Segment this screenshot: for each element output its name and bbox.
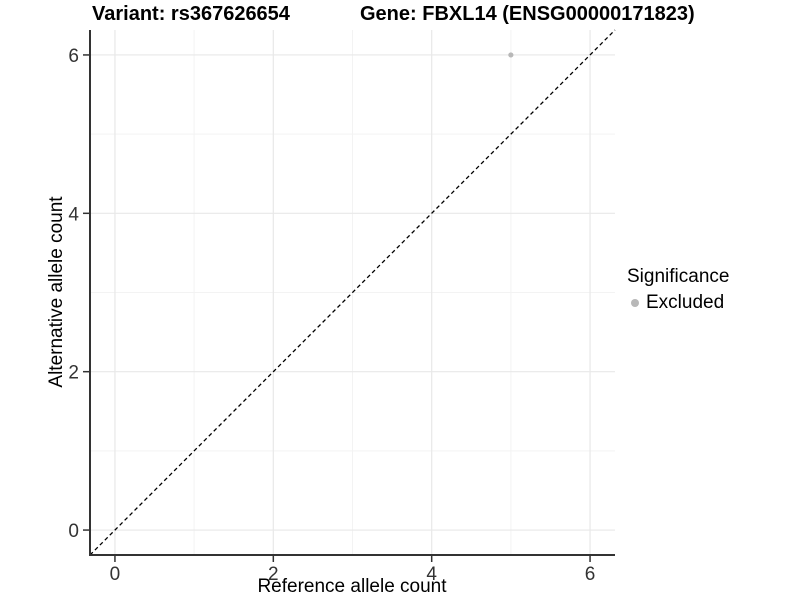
y-axis-title: Alternative allele count [46,196,67,388]
legend-key-dot-icon [631,299,639,307]
y-tick-label: 0 [68,521,79,542]
plot-title-gene: Gene: FBXL14 (ENSG00000171823) [360,3,695,25]
legend: Significance Excluded [627,266,729,314]
legend-title: Significance [627,266,730,287]
x-axis-title: Reference allele count [257,576,447,597]
y-tick-label: 2 [68,363,79,384]
y-tick-label: 6 [68,46,79,67]
x-tick-label: 6 [585,564,596,585]
data-point [508,52,514,58]
x-tick-label: 0 [110,564,121,585]
plot-title-variant: Variant: rs367626654 [92,3,290,25]
identity-line [89,29,616,556]
y-tick-label: 4 [68,204,79,225]
legend-item-excluded: Excluded [627,292,729,314]
x-tick-label: 4 [426,564,437,585]
x-tick-label: 2 [268,564,279,585]
legend-item-label: Excluded [646,292,725,313]
